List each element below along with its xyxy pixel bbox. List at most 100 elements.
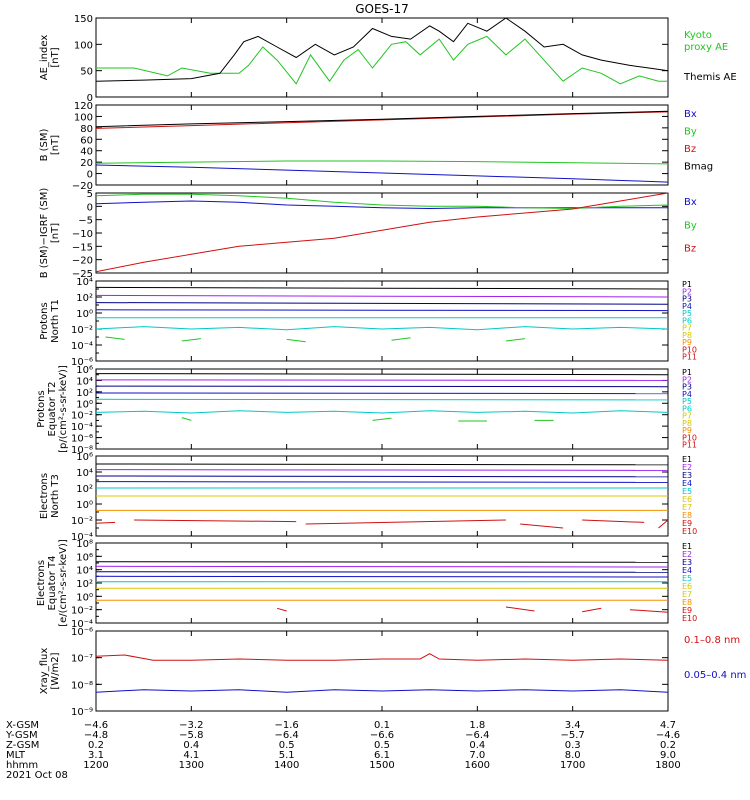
series-segment-en-7 <box>582 519 645 523</box>
legend-pe-4: P5 <box>682 397 692 406</box>
y-axis-label-bsm: B (SM) <box>39 128 50 161</box>
ephem-label-Y-GSM: Y-GSM <box>5 730 38 741</box>
ephem-value: 0.5 <box>374 740 390 751</box>
legend-pe-1: P2 <box>682 375 692 384</box>
y-axis-label-en: North T3 <box>50 474 61 518</box>
y-axis-label-xray: Xray_flux <box>39 648 50 695</box>
series-line-en-3 <box>95 481 669 483</box>
y-tick-label-ee: 10⁸ <box>76 539 93 550</box>
series-line-pe-1 <box>95 379 669 381</box>
y-tick-label-bsm: 80 <box>80 124 93 135</box>
series-line-pe-2 <box>95 385 669 388</box>
legend-bsm-0: Bx <box>684 109 697 120</box>
y-tick-label-bsm: 0 <box>87 170 93 181</box>
series-segment-en-7 <box>305 519 506 525</box>
y-tick-label-bigrf: −20 <box>72 256 93 267</box>
y-axis-label-pe: [p/(cm²-s-sr-keV)] <box>58 365 69 453</box>
y-tick-label-pe: 10² <box>76 388 93 399</box>
legend-pn-8: P9 <box>682 338 692 347</box>
chart-title: GOES-17 <box>355 2 409 16</box>
y-tick-label-pn: 10⁻² <box>71 325 93 336</box>
series-segment-pn-6 <box>505 338 526 342</box>
legend-pe-6: P7 <box>682 412 692 421</box>
series-line-pe-4 <box>95 398 669 401</box>
y-tick-label-ee: 10⁻² <box>71 606 93 617</box>
series-line-pn-5 <box>95 326 669 331</box>
ephem-value: −3.2 <box>179 720 203 731</box>
series-segment-ee-7 <box>276 607 287 612</box>
series-segment-pn-6 <box>181 338 201 342</box>
series-segment-en-7 <box>95 521 116 524</box>
ephem-value: −6.6 <box>370 730 394 741</box>
y-tick-label-pn: 10⁻⁶ <box>71 357 93 368</box>
legend-xray-1: 0.05–0.4 nm <box>684 670 746 681</box>
ephem-value: 4.7 <box>660 720 676 731</box>
series-segment-en-7 <box>134 519 297 523</box>
legend-bsm-1: By <box>684 127 697 138</box>
legend-ee-0: E1 <box>682 542 692 551</box>
y-tick-label-bigrf: 5 <box>87 189 93 200</box>
ephem-label-X-GSM: X-GSM <box>6 720 39 731</box>
ephem-value: 0.1 <box>374 720 390 731</box>
legend-en-7: E8 <box>682 511 692 520</box>
y-tick-label-xray: 10⁻⁸ <box>71 680 93 691</box>
ephem-value: 3.4 <box>565 720 581 731</box>
legend-pe-5: P6 <box>682 404 692 413</box>
legend-en-9: E10 <box>682 527 697 536</box>
series-line-bsm-3 <box>95 110 669 128</box>
ephem-value: 0.4 <box>183 740 199 751</box>
legend-ee-5: E6 <box>682 582 692 591</box>
y-tick-label-bigrf: −15 <box>72 242 93 253</box>
legend-pn-9: P10 <box>682 345 697 354</box>
legend-pn-7: P8 <box>682 331 692 340</box>
legend-pe-10: P11 <box>682 441 697 450</box>
y-tick-label-pe: 10⁰ <box>76 399 93 410</box>
y-tick-label-en: 10⁰ <box>76 500 93 511</box>
series-line-bsm-1 <box>95 160 669 165</box>
y-tick-label-pe: 10⁻⁶ <box>71 434 93 445</box>
ephem-label-Z-GSM: Z-GSM <box>6 740 39 751</box>
legend-ee-1: E2 <box>682 550 692 559</box>
y-tick-label-en: 10² <box>76 484 93 495</box>
series-line-ee-1 <box>95 565 669 568</box>
legend-ee-8: E9 <box>682 606 692 615</box>
y-tick-label-pn: 10⁴ <box>76 277 93 288</box>
y-tick-label-ee: 10⁶ <box>76 552 93 563</box>
y-tick-label-bigrf: 0 <box>87 202 93 213</box>
y-tick-label-ae: 50 <box>80 67 93 78</box>
series-segment-en-7 <box>658 519 669 529</box>
series-segment-ee-7 <box>629 609 669 613</box>
y-tick-label-ee: 10² <box>76 579 93 590</box>
series-segment-pe-6 <box>372 417 392 421</box>
ephem-value: 1400 <box>274 760 299 771</box>
panel-frame-pn <box>95 280 669 362</box>
y-tick-label-xray: 10⁻⁶ <box>71 627 93 638</box>
y-tick-label-en: 10⁶ <box>76 452 93 463</box>
legend-pe-8: P9 <box>682 426 692 435</box>
ephem-value: −4.8 <box>84 730 108 741</box>
legend-pn-5: P6 <box>682 316 692 325</box>
series-line-en-2 <box>95 475 669 478</box>
series-line-pe-5 <box>95 410 669 414</box>
y-tick-label-bsm: −20 <box>72 181 93 192</box>
y-tick-label-pn: 10² <box>76 293 93 304</box>
legend-en-5: E6 <box>682 495 692 504</box>
legend-pe-7: P8 <box>682 419 692 428</box>
legend-en-0: E1 <box>682 455 692 464</box>
legend-pn-4: P5 <box>682 309 692 318</box>
ephem-value: −1.6 <box>275 720 299 731</box>
ephem-value: 1800 <box>655 760 680 771</box>
y-tick-label-pe: 10⁻⁸ <box>71 445 93 456</box>
y-tick-label-bsm: 60 <box>80 135 93 146</box>
legend-ee-6: E7 <box>682 590 692 599</box>
y-tick-label-ee: 10⁴ <box>76 566 93 577</box>
legend-en-2: E3 <box>682 471 692 480</box>
y-tick-label-pe: 10⁻⁴ <box>71 422 93 433</box>
legend-pe-3: P4 <box>682 390 692 399</box>
series-line-en-0 <box>95 463 669 466</box>
ephem-value: 1500 <box>369 760 394 771</box>
ephem-label-MLT: MLT <box>6 750 26 761</box>
ephem-value: 8.0 <box>565 750 581 761</box>
legend-ee-9: E10 <box>682 614 697 623</box>
legend-bigrf-0: Bx <box>684 197 697 208</box>
